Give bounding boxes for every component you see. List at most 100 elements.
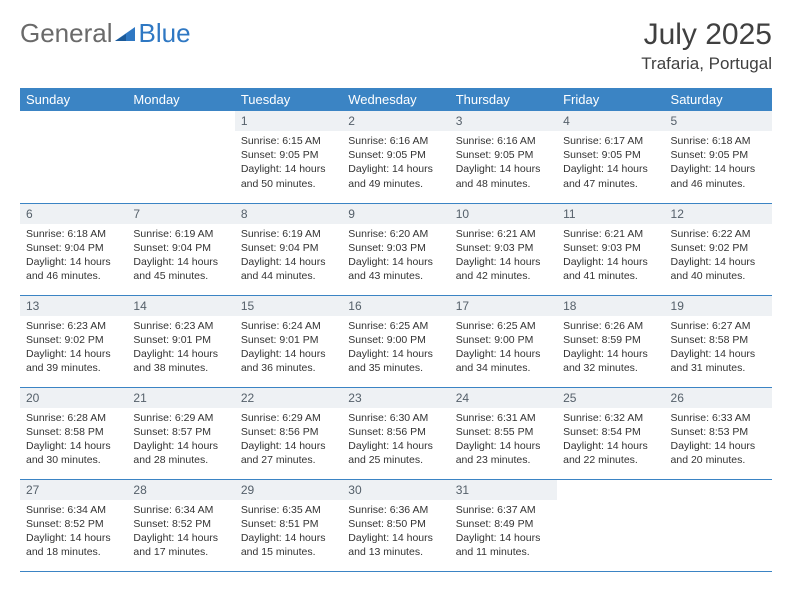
day-number: 29 [235,480,342,500]
day-details: Sunrise: 6:21 AMSunset: 9:03 PMDaylight:… [557,224,664,288]
calendar-cell: 15Sunrise: 6:24 AMSunset: 9:01 PMDayligh… [235,295,342,387]
calendar-cell: 4Sunrise: 6:17 AMSunset: 9:05 PMDaylight… [557,111,664,203]
day-details: Sunrise: 6:23 AMSunset: 9:02 PMDaylight:… [20,316,127,380]
day-number: 13 [20,296,127,316]
calendar-cell: 25Sunrise: 6:32 AMSunset: 8:54 PMDayligh… [557,387,664,479]
calendar-cell: 5Sunrise: 6:18 AMSunset: 9:05 PMDaylight… [665,111,772,203]
day-details: Sunrise: 6:19 AMSunset: 9:04 PMDaylight:… [127,224,234,288]
day-details: Sunrise: 6:26 AMSunset: 8:59 PMDaylight:… [557,316,664,380]
weekday-header: Wednesday [342,88,449,111]
day-details: Sunrise: 6:17 AMSunset: 9:05 PMDaylight:… [557,131,664,195]
month-title: July 2025 [641,18,772,52]
weekday-header: Sunday [20,88,127,111]
day-details: Sunrise: 6:28 AMSunset: 8:58 PMDaylight:… [20,408,127,472]
day-number: 8 [235,204,342,224]
location: Trafaria, Portugal [641,54,772,74]
calendar-cell: 8Sunrise: 6:19 AMSunset: 9:04 PMDaylight… [235,203,342,295]
logo: General Blue [20,18,191,49]
day-number: 4 [557,111,664,131]
day-details: Sunrise: 6:33 AMSunset: 8:53 PMDaylight:… [665,408,772,472]
calendar-cell: 30Sunrise: 6:36 AMSunset: 8:50 PMDayligh… [342,479,449,571]
day-number: 6 [20,204,127,224]
weekday-header: Saturday [665,88,772,111]
day-number: 2 [342,111,449,131]
calendar-row: 1Sunrise: 6:15 AMSunset: 9:05 PMDaylight… [20,111,772,203]
day-number: 9 [342,204,449,224]
day-details: Sunrise: 6:16 AMSunset: 9:05 PMDaylight:… [450,131,557,195]
day-number: 15 [235,296,342,316]
weekday-row: SundayMondayTuesdayWednesdayThursdayFrid… [20,88,772,111]
day-number: 12 [665,204,772,224]
calendar-row: 6Sunrise: 6:18 AMSunset: 9:04 PMDaylight… [20,203,772,295]
calendar-cell: 11Sunrise: 6:21 AMSunset: 9:03 PMDayligh… [557,203,664,295]
day-number: 17 [450,296,557,316]
day-number: 30 [342,480,449,500]
weekday-header: Thursday [450,88,557,111]
calendar-cell: 10Sunrise: 6:21 AMSunset: 9:03 PMDayligh… [450,203,557,295]
day-details: Sunrise: 6:31 AMSunset: 8:55 PMDaylight:… [450,408,557,472]
calendar-cell: 26Sunrise: 6:33 AMSunset: 8:53 PMDayligh… [665,387,772,479]
calendar-cell: 14Sunrise: 6:23 AMSunset: 9:01 PMDayligh… [127,295,234,387]
day-details: Sunrise: 6:21 AMSunset: 9:03 PMDaylight:… [450,224,557,288]
day-details: Sunrise: 6:29 AMSunset: 8:57 PMDaylight:… [127,408,234,472]
day-number: 21 [127,388,234,408]
day-details: Sunrise: 6:16 AMSunset: 9:05 PMDaylight:… [342,131,449,195]
calendar-cell: 9Sunrise: 6:20 AMSunset: 9:03 PMDaylight… [342,203,449,295]
day-number: 16 [342,296,449,316]
day-number: 3 [450,111,557,131]
day-number: 27 [20,480,127,500]
calendar-cell: 20Sunrise: 6:28 AMSunset: 8:58 PMDayligh… [20,387,127,479]
calendar-cell: 17Sunrise: 6:25 AMSunset: 9:00 PMDayligh… [450,295,557,387]
calendar-cell: 19Sunrise: 6:27 AMSunset: 8:58 PMDayligh… [665,295,772,387]
calendar-cell-empty [557,479,664,571]
logo-text-blue: Blue [139,18,191,49]
calendar-row: 27Sunrise: 6:34 AMSunset: 8:52 PMDayligh… [20,479,772,571]
weekday-header: Friday [557,88,664,111]
day-number: 24 [450,388,557,408]
weekday-header: Tuesday [235,88,342,111]
day-details: Sunrise: 6:24 AMSunset: 9:01 PMDaylight:… [235,316,342,380]
calendar-cell: 16Sunrise: 6:25 AMSunset: 9:00 PMDayligh… [342,295,449,387]
header: General Blue July 2025 Trafaria, Portuga… [20,18,772,74]
calendar-cell: 29Sunrise: 6:35 AMSunset: 8:51 PMDayligh… [235,479,342,571]
calendar-cell: 28Sunrise: 6:34 AMSunset: 8:52 PMDayligh… [127,479,234,571]
day-details: Sunrise: 6:37 AMSunset: 8:49 PMDaylight:… [450,500,557,564]
day-details: Sunrise: 6:30 AMSunset: 8:56 PMDaylight:… [342,408,449,472]
day-number: 14 [127,296,234,316]
day-details: Sunrise: 6:25 AMSunset: 9:00 PMDaylight:… [450,316,557,380]
day-details: Sunrise: 6:36 AMSunset: 8:50 PMDaylight:… [342,500,449,564]
calendar-cell-empty [665,479,772,571]
day-details: Sunrise: 6:20 AMSunset: 9:03 PMDaylight:… [342,224,449,288]
day-number: 10 [450,204,557,224]
day-number: 25 [557,388,664,408]
day-details: Sunrise: 6:18 AMSunset: 9:04 PMDaylight:… [20,224,127,288]
calendar-cell: 23Sunrise: 6:30 AMSunset: 8:56 PMDayligh… [342,387,449,479]
calendar-cell: 18Sunrise: 6:26 AMSunset: 8:59 PMDayligh… [557,295,664,387]
day-details: Sunrise: 6:27 AMSunset: 8:58 PMDaylight:… [665,316,772,380]
day-number: 7 [127,204,234,224]
day-details: Sunrise: 6:22 AMSunset: 9:02 PMDaylight:… [665,224,772,288]
day-number: 20 [20,388,127,408]
calendar-cell: 31Sunrise: 6:37 AMSunset: 8:49 PMDayligh… [450,479,557,571]
weekday-header: Monday [127,88,234,111]
calendar-cell: 3Sunrise: 6:16 AMSunset: 9:05 PMDaylight… [450,111,557,203]
day-number: 28 [127,480,234,500]
calendar-cell: 7Sunrise: 6:19 AMSunset: 9:04 PMDaylight… [127,203,234,295]
title-block: July 2025 Trafaria, Portugal [641,18,772,74]
calendar-row: 13Sunrise: 6:23 AMSunset: 9:02 PMDayligh… [20,295,772,387]
calendar-cell: 6Sunrise: 6:18 AMSunset: 9:04 PMDaylight… [20,203,127,295]
calendar-cell: 13Sunrise: 6:23 AMSunset: 9:02 PMDayligh… [20,295,127,387]
calendar-cell: 2Sunrise: 6:16 AMSunset: 9:05 PMDaylight… [342,111,449,203]
calendar-cell: 24Sunrise: 6:31 AMSunset: 8:55 PMDayligh… [450,387,557,479]
day-details: Sunrise: 6:23 AMSunset: 9:01 PMDaylight:… [127,316,234,380]
day-number: 26 [665,388,772,408]
day-number: 5 [665,111,772,131]
day-details: Sunrise: 6:18 AMSunset: 9:05 PMDaylight:… [665,131,772,195]
day-details: Sunrise: 6:19 AMSunset: 9:04 PMDaylight:… [235,224,342,288]
day-details: Sunrise: 6:34 AMSunset: 8:52 PMDaylight:… [127,500,234,564]
calendar-cell: 21Sunrise: 6:29 AMSunset: 8:57 PMDayligh… [127,387,234,479]
day-details: Sunrise: 6:29 AMSunset: 8:56 PMDaylight:… [235,408,342,472]
day-details: Sunrise: 6:34 AMSunset: 8:52 PMDaylight:… [20,500,127,564]
calendar-body: 1Sunrise: 6:15 AMSunset: 9:05 PMDaylight… [20,111,772,571]
day-details: Sunrise: 6:35 AMSunset: 8:51 PMDaylight:… [235,500,342,564]
